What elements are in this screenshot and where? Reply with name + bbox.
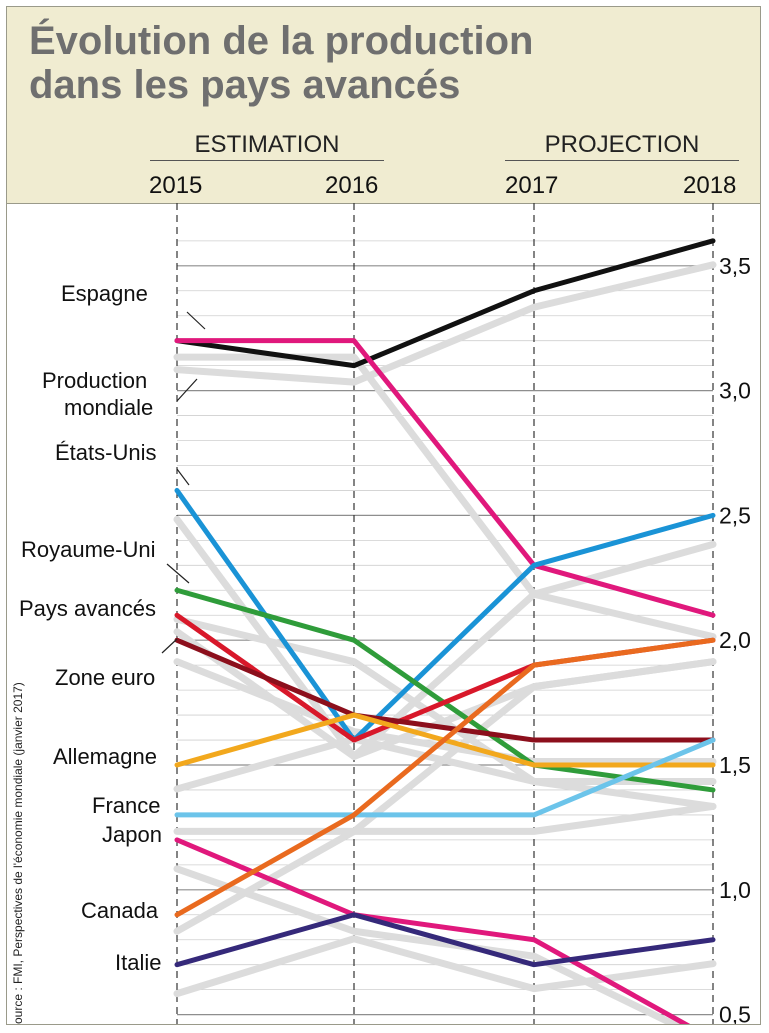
- ghost-line: [173, 658, 717, 766]
- label-royaume-uni: Royaume-Uni: [21, 537, 156, 562]
- label-france: France: [92, 793, 161, 818]
- year-2017: 2017: [505, 172, 559, 199]
- tick-label-strip: [715, 204, 760, 1024]
- ghost-line: [173, 353, 717, 641]
- period-projection-rule: [505, 160, 739, 161]
- label-leader-line: [176, 468, 190, 486]
- period-estimation: ESTIMATION: [194, 131, 340, 158]
- chart-frame: Évolution de la production dans les pays…: [6, 6, 761, 1025]
- series-line-italie: [174, 912, 716, 968]
- y-tick-label: 1,5: [719, 752, 751, 778]
- series-line-japon: [174, 837, 691, 1024]
- ghost-line: [173, 261, 717, 386]
- label-allemagne: Allemagne: [53, 744, 157, 769]
- year-2015: 2015: [149, 172, 203, 199]
- series-line-france: [174, 737, 716, 818]
- label-etats-unis: États-Unis: [55, 440, 157, 465]
- label-production-mondiale-2: mondiale: [64, 395, 154, 420]
- ghost-line: [173, 802, 717, 835]
- ghost-line: [173, 865, 681, 1024]
- y-tick-label: 3,5: [719, 253, 751, 279]
- label-leader-line: [176, 378, 198, 402]
- line-chart: 3,5 3,0 2,5 2,0 1,5 1,0 0,5: [161, 203, 760, 1025]
- label-pays-avances: Pays avancés: [19, 596, 156, 621]
- y-tick-label: 0,5: [719, 1002, 751, 1025]
- label-italie: Italie: [115, 950, 162, 975]
- label-zone-euro: Zone euro: [55, 665, 156, 690]
- header-band: [7, 7, 760, 204]
- source-note: Source : FMI, Perspectives de l'économie…: [11, 682, 25, 1025]
- y-tick-label: 3,0: [719, 378, 751, 404]
- label-production-mondiale-1: Production: [42, 368, 148, 393]
- ghost-line: [173, 935, 717, 998]
- label-espagne: Espagne: [61, 281, 148, 306]
- period-estimation-rule: [150, 160, 384, 161]
- year-2018: 2018: [683, 172, 737, 199]
- title-line-1: Évolution de la production: [29, 19, 534, 63]
- series-line-production-mondiale: [174, 238, 716, 369]
- series-line-zone-euro: [174, 637, 716, 743]
- y-tick-label: 2,0: [719, 627, 751, 653]
- label-japon: Japon: [102, 822, 162, 847]
- year-2016: 2016: [325, 172, 379, 199]
- y-tick-label: 1,0: [719, 877, 751, 903]
- series-line-canada: [174, 637, 716, 918]
- series-line-espagne: [174, 338, 716, 618]
- label-canada: Canada: [81, 898, 159, 923]
- ghost-line: [173, 658, 717, 935]
- label-leader-line: [186, 311, 206, 330]
- y-tick-label: 2,5: [719, 502, 751, 528]
- label-leader-line: [161, 638, 178, 654]
- title-line-2: dans les pays avancés: [29, 63, 461, 107]
- label-leader-line: [166, 563, 190, 584]
- period-projection: PROJECTION: [544, 131, 700, 158]
- chart-title: Évolution de la production dans les pays…: [29, 19, 729, 107]
